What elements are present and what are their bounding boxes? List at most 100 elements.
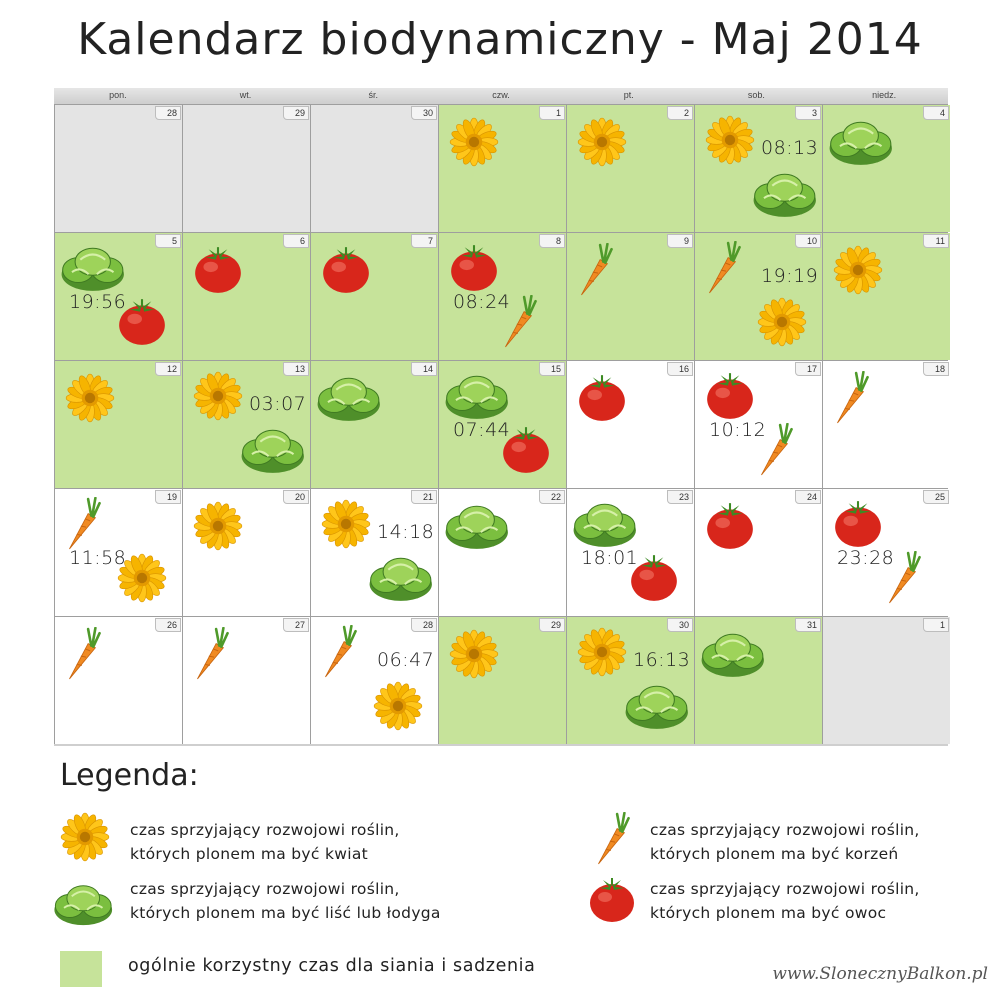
day-number: 6 (283, 234, 309, 248)
day-cell[interactable]: 30 16:13 (567, 617, 694, 744)
weekday-label: niedz. (820, 88, 948, 103)
lettuce-icon (443, 499, 511, 553)
day-cell[interactable]: 14 (311, 361, 438, 488)
day-cell[interactable]: 8 08:24 (439, 233, 566, 360)
tomato-icon (831, 497, 885, 551)
day-number: 18 (923, 362, 949, 376)
day-cell[interactable]: 1 (439, 105, 566, 232)
day-cell[interactable]: 1 (823, 617, 950, 744)
day-cell[interactable]: 18 (823, 361, 950, 488)
day-number: 28 (411, 618, 437, 632)
legend-flower-line1: czas sprzyjający rozwojowi roślin, (130, 821, 400, 839)
day-cell[interactable]: 25 23:28 (823, 489, 950, 616)
lettuce-icon (751, 167, 819, 221)
day-cell[interactable]: 30 (311, 105, 438, 232)
legend-fruit-text: czas sprzyjający rozwojowi roślin, który… (650, 877, 920, 925)
day-cell[interactable]: 29 (183, 105, 310, 232)
carrot-icon (592, 811, 630, 870)
lettuce-icon (59, 241, 127, 295)
moon-time: 14:18 (377, 521, 435, 543)
day-cell[interactable]: 24 (695, 489, 822, 616)
legend-title: Legenda: (60, 758, 199, 793)
moon-time: 10:12 (709, 419, 767, 441)
day-number: 19 (155, 490, 181, 504)
day-cell[interactable]: 2 (567, 105, 694, 232)
flower-icon (115, 551, 169, 605)
day-cell[interactable]: 9 (567, 233, 694, 360)
legend-leaf-text: czas sprzyjający rozwojowi roślin, który… (130, 877, 441, 925)
legend-fruit-line1: czas sprzyjający rozwojowi roślin, (650, 880, 920, 898)
day-cell[interactable]: 3 08:13 (695, 105, 822, 232)
weekday-header: pon. wt. śr. czw. pt. sob. niedz. (54, 88, 948, 103)
moon-time: 08:24 (453, 291, 511, 313)
moon-time: 18:01 (581, 547, 639, 569)
flower-icon (755, 295, 809, 349)
weekday-label: sob. (692, 88, 821, 103)
day-number: 23 (667, 490, 693, 504)
day-cell[interactable]: 12 (55, 361, 182, 488)
day-cell[interactable]: 29 (439, 617, 566, 744)
day-number: 5 (155, 234, 181, 248)
day-cell[interactable]: 6 (183, 233, 310, 360)
day-number: 17 (795, 362, 821, 376)
day-number: 20 (283, 490, 309, 504)
day-cell[interactable]: 20 (183, 489, 310, 616)
legend-root-line2: których plonem ma być korzeń (650, 845, 899, 863)
day-number: 25 (923, 490, 949, 504)
day-cell[interactable]: 21 14:18 (311, 489, 438, 616)
day-number: 8 (539, 234, 565, 248)
calendar-grid: 28 29 30 1 2 3 08:13 4 5 19:56 6 7 8 08:24 9 10 19:19 11 1… (54, 104, 950, 744)
day-number: 13 (283, 362, 309, 376)
day-cell[interactable]: 11 (823, 233, 950, 360)
day-number: 15 (539, 362, 565, 376)
flower-icon (703, 113, 757, 167)
day-number: 1 (539, 106, 565, 120)
day-cell[interactable]: 19 11:58 (55, 489, 182, 616)
day-cell[interactable]: 15 07:44 (439, 361, 566, 488)
day-number: 27 (283, 618, 309, 632)
tomato-icon (319, 243, 373, 297)
day-cell[interactable]: 13 03:07 (183, 361, 310, 488)
legend-leaf-line2: których plonem ma być liść lub łodyga (130, 904, 441, 922)
day-cell[interactable]: 17 10:12 (695, 361, 822, 488)
day-number: 31 (795, 618, 821, 632)
day-cell[interactable]: 28 (55, 105, 182, 232)
tomato-icon (191, 243, 245, 297)
tomato-icon (703, 369, 757, 423)
legend-root-line1: czas sprzyjający rozwojowi roślin, (650, 821, 920, 839)
flower-icon (831, 243, 885, 297)
day-number: 28 (155, 106, 181, 120)
day-cell[interactable]: 23 18:01 (567, 489, 694, 616)
day-cell[interactable]: 27 (183, 617, 310, 744)
flower-icon (58, 810, 112, 868)
calendar: pon. wt. śr. czw. pt. sob. niedz. 28 29 30 1 2 3 08:… (54, 88, 950, 746)
day-number: 1 (923, 618, 949, 632)
day-cell[interactable]: 31 (695, 617, 822, 744)
moon-time: 23:28 (837, 547, 895, 569)
day-cell[interactable]: 28 06:47 (311, 617, 438, 744)
tomato-icon (575, 371, 629, 425)
carrot-icon (499, 295, 537, 349)
carrot-icon (319, 625, 357, 679)
day-number: 21 (411, 490, 437, 504)
lettuce-icon (443, 369, 511, 423)
day-cell[interactable]: 10 19:19 (695, 233, 822, 360)
day-cell[interactable]: 16 (567, 361, 694, 488)
lettuce-icon (367, 551, 435, 605)
day-number: 7 (411, 234, 437, 248)
day-cell[interactable]: 5 19:56 (55, 233, 182, 360)
legend-flower-line2: których plonem ma być kwiat (130, 845, 368, 863)
day-cell[interactable]: 4 (823, 105, 950, 232)
moon-time: 06:47 (377, 649, 435, 671)
flower-icon (319, 497, 373, 551)
website-link[interactable]: www.SlonecznyBalkon.pl (772, 964, 988, 984)
day-number: 30 (667, 618, 693, 632)
day-cell[interactable]: 26 (55, 617, 182, 744)
lettuce-icon (239, 423, 307, 477)
day-cell[interactable]: 7 (311, 233, 438, 360)
carrot-icon (63, 497, 101, 551)
weekday-label: pt. (564, 88, 693, 103)
tomato-icon (447, 241, 501, 295)
carrot-icon (191, 627, 229, 681)
day-cell[interactable]: 22 (439, 489, 566, 616)
